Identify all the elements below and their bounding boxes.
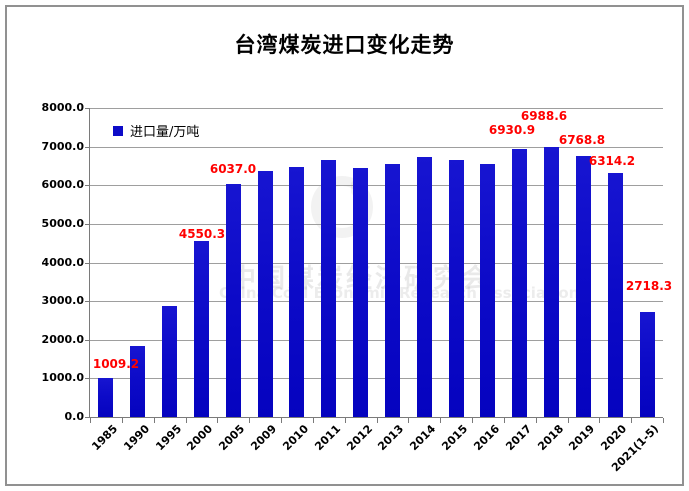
bar-data-label: 6768.8: [558, 133, 606, 147]
bar-data-label: 1009.2: [92, 357, 140, 371]
x-axis-tick-label: 2011: [312, 422, 344, 454]
bar: [130, 346, 145, 417]
y-axis-tick-label: 4000.0: [41, 256, 84, 269]
bar-data-label: 6930.9: [488, 123, 536, 137]
x-axis-tick-label: 2015: [439, 422, 471, 454]
bar: [608, 173, 623, 417]
x-axis-tick-label: 2012: [344, 422, 376, 454]
y-gridline: [90, 108, 663, 109]
x-axis-tick-label: 2013: [375, 422, 407, 454]
bar-data-label: 2718.3: [625, 279, 673, 293]
x-tick-mark: [122, 418, 123, 423]
x-tick-mark: [313, 418, 314, 423]
y-axis-tick-label: 7000.0: [41, 140, 84, 153]
x-axis-tick-label: 1985: [89, 422, 121, 454]
legend-label: 进口量/万吨: [130, 125, 200, 140]
y-axis-tick-label: 3000.0: [41, 294, 84, 307]
x-axis-tick-label: 2005: [216, 422, 248, 454]
x-tick-mark: [281, 418, 282, 423]
x-axis-tick-label: 2009: [248, 422, 280, 454]
y-axis-tick-label: 0.0: [64, 410, 85, 423]
x-tick-mark: [663, 418, 664, 423]
bar-data-label: 6314.2: [588, 154, 636, 168]
y-tick-mark: [85, 378, 90, 379]
x-tick-mark: [408, 418, 409, 423]
y-axis-tick-label: 6000.0: [41, 178, 84, 191]
bar: [353, 168, 368, 417]
bar-data-label: 6037.0: [209, 162, 257, 176]
y-axis-line: [89, 108, 90, 417]
x-axis-tick-label: 1990: [121, 422, 153, 454]
x-axis-tick-label: 2010: [280, 422, 312, 454]
x-tick-mark: [249, 418, 250, 423]
bar: [162, 306, 177, 417]
y-tick-mark: [85, 108, 90, 109]
bar: [640, 312, 655, 417]
x-tick-mark: [217, 418, 218, 423]
bar: [449, 160, 464, 417]
bar-data-label: 4550.3: [178, 227, 226, 241]
y-tick-mark: [85, 147, 90, 148]
bar: [385, 164, 400, 417]
x-tick-mark: [90, 418, 91, 423]
bar: [321, 160, 336, 417]
y-tick-mark: [85, 224, 90, 225]
x-tick-mark: [472, 418, 473, 423]
y-axis-tick-label: 2000.0: [41, 333, 84, 346]
x-axis-tick-label: 1995: [153, 422, 185, 454]
y-gridline: [90, 378, 663, 379]
y-gridline: [90, 301, 663, 302]
y-tick-mark: [85, 263, 90, 264]
x-axis-tick-label: 2014: [407, 422, 439, 454]
y-axis-tick-label: 5000.0: [41, 217, 84, 230]
x-axis-tick-label: 2000: [184, 422, 216, 454]
y-tick-mark: [85, 185, 90, 186]
bar: [512, 149, 527, 417]
bar: [480, 164, 495, 417]
bar: [417, 157, 432, 417]
y-axis-tick-label: 1000.0: [41, 371, 84, 384]
y-axis-tick-label: 8000.0: [41, 101, 84, 114]
x-tick-mark: [568, 418, 569, 423]
x-axis-tick-label: 2017: [503, 422, 535, 454]
x-tick-mark: [631, 418, 632, 423]
bar: [226, 184, 241, 417]
x-tick-mark: [154, 418, 155, 423]
y-gridline: [90, 263, 663, 264]
y-tick-mark: [85, 301, 90, 302]
x-tick-mark: [186, 418, 187, 423]
x-tick-mark: [504, 418, 505, 423]
x-axis-tick-label: 2016: [471, 422, 503, 454]
x-tick-mark: [440, 418, 441, 423]
bar: [98, 378, 113, 417]
bar: [258, 171, 273, 417]
x-axis-line: [89, 417, 663, 418]
chart-title: 台湾煤炭进口变化走势: [234, 33, 455, 57]
bar-data-label: 6988.6: [520, 109, 568, 123]
x-tick-mark: [536, 418, 537, 423]
bar: [576, 156, 591, 417]
bar: [289, 167, 304, 417]
y-tick-mark: [85, 417, 90, 418]
x-axis-tick-label: 2019: [566, 422, 598, 454]
y-gridline: [90, 147, 663, 148]
x-tick-mark: [377, 418, 378, 423]
y-gridline: [90, 340, 663, 341]
y-tick-mark: [85, 340, 90, 341]
legend-swatch: [113, 125, 123, 136]
bar: [544, 147, 559, 417]
x-axis-tick-label: 2018: [535, 422, 567, 454]
legend: 进口量/万吨: [113, 121, 199, 140]
y-gridline: [90, 185, 663, 186]
x-tick-mark: [599, 418, 600, 423]
y-gridline: [90, 224, 663, 225]
x-tick-mark: [345, 418, 346, 423]
bar: [194, 241, 209, 417]
